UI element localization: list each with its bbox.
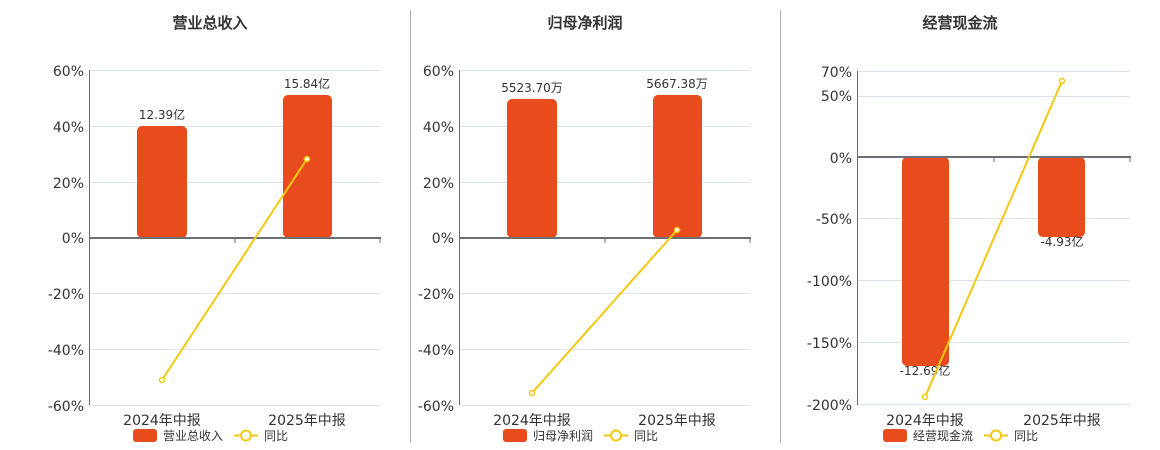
bar-label-2024: 12.39亿 — [139, 107, 185, 122]
svg-text:-60%: -60% — [48, 399, 84, 415]
svg-text:-200%: -200% — [807, 398, 852, 414]
legend[interactable]: 经营现金流 同比 — [883, 428, 1038, 443]
revenue-chart: 60% 40% 20% 0% -20% -40% -60% 12.39亿 15.… — [48, 64, 381, 443]
legend-line-marker-icon — [990, 429, 1002, 442]
legend[interactable]: 营业总收入 同比 — [133, 429, 288, 443]
svg-text:50%: 50% — [821, 89, 852, 105]
x-label-2024: 2024年中报 — [886, 413, 964, 429]
chart-panel-net-profit: 归母净利润 60% 40% 20% 0% -20% -40% -60% 5523… — [410, 0, 780, 450]
yoy-point — [1058, 77, 1066, 85]
bar-2025[interactable] — [283, 95, 332, 238]
x-label-2025: 2025年中报 — [268, 413, 346, 429]
bar-2024[interactable] — [507, 99, 557, 238]
legend-bar-swatch — [133, 429, 157, 442]
legend[interactable]: 归母净利润 同比 — [503, 429, 658, 443]
bar-2025[interactable] — [653, 95, 702, 238]
bar-label-2025: 5667.38万 — [646, 77, 708, 91]
svg-text:-20%: -20% — [418, 287, 454, 303]
y-axis-labels: 60% 40% 20% 0% -20% -40% -60% — [48, 64, 84, 415]
y-axis-labels: 60% 40% 20% 0% -20% -40% -60% — [418, 64, 454, 415]
legend-bar-swatch — [883, 429, 907, 442]
yoy-line — [161, 158, 308, 381]
net-profit-chart: 60% 40% 20% 0% -20% -40% -60% 5523.70万 5… — [418, 64, 751, 443]
svg-text:0%: 0% — [62, 231, 84, 247]
legend-line-label: 同比 — [634, 429, 658, 443]
svg-text:60%: 60% — [53, 64, 84, 80]
bar-label-2024: -12.69亿 — [900, 363, 951, 378]
svg-text:-50%: -50% — [816, 212, 852, 228]
svg-text:-60%: -60% — [418, 399, 454, 415]
panel-divider — [410, 10, 411, 443]
yoy-point — [673, 226, 681, 234]
svg-text:-40%: -40% — [48, 343, 84, 359]
svg-text:-100%: -100% — [807, 274, 852, 290]
y-axis-labels: 70% 50% 0% -50% -100% -150% -200% — [807, 65, 852, 414]
legend-bar-swatch — [503, 429, 527, 442]
yoy-point — [921, 393, 929, 401]
x-label-2024: 2024年中报 — [493, 413, 571, 429]
svg-text:60%: 60% — [423, 64, 454, 80]
bar-label-2024: 5523.70万 — [501, 81, 563, 95]
svg-text:-150%: -150% — [807, 336, 852, 352]
bar-label-2025: -4.93亿 — [1040, 234, 1083, 249]
yoy-point — [528, 389, 536, 397]
svg-text:20%: 20% — [53, 176, 84, 192]
svg-text:20%: 20% — [423, 176, 454, 192]
svg-text:-40%: -40% — [418, 343, 454, 359]
yoy-line — [531, 229, 678, 394]
legend-bar-label: 营业总收入 — [163, 429, 223, 443]
yoy-point — [303, 155, 311, 163]
legend-line-marker-icon — [240, 429, 252, 442]
svg-text:70%: 70% — [821, 65, 852, 81]
chart-panel-revenue: 营业总收入 60% 40% 20% 0% -20% -40% -60% 12.3… — [0, 0, 400, 450]
x-label-2025: 2025年中报 — [638, 413, 716, 429]
legend-line-label: 同比 — [1014, 429, 1038, 443]
chart-panel-operating-cash-flow: 经营现金流 70% 50% 0% -50% -100% -150% -200% … — [780, 0, 1160, 450]
legend-bar-label: 归母净利润 — [533, 429, 593, 443]
bar-label-2025: 15.84亿 — [284, 76, 330, 91]
bar-2024[interactable] — [902, 157, 949, 366]
bar-2025[interactable] — [1038, 157, 1085, 237]
x-label-2025: 2025年中报 — [1023, 413, 1101, 429]
panel-divider — [780, 10, 781, 443]
x-label-2024: 2024年中报 — [123, 413, 201, 429]
svg-text:0%: 0% — [432, 231, 454, 247]
cash-flow-chart: 70% 50% 0% -50% -100% -150% -200% -12.69… — [807, 65, 1131, 443]
chart-title: 营业总收入 — [172, 14, 248, 32]
svg-text:40%: 40% — [423, 120, 454, 136]
legend-bar-label: 经营现金流 — [913, 428, 973, 443]
chart-title: 经营现金流 — [922, 14, 998, 32]
legend-line-marker-icon — [610, 429, 622, 442]
svg-text:0%: 0% — [830, 151, 852, 167]
yoy-point — [158, 376, 166, 384]
legend-line-label: 同比 — [264, 429, 288, 443]
bar-2024[interactable] — [137, 126, 187, 238]
svg-text:-20%: -20% — [48, 287, 84, 303]
yoy-line — [924, 80, 1063, 398]
svg-text:40%: 40% — [53, 120, 84, 136]
chart-title: 归母净利润 — [547, 14, 623, 32]
